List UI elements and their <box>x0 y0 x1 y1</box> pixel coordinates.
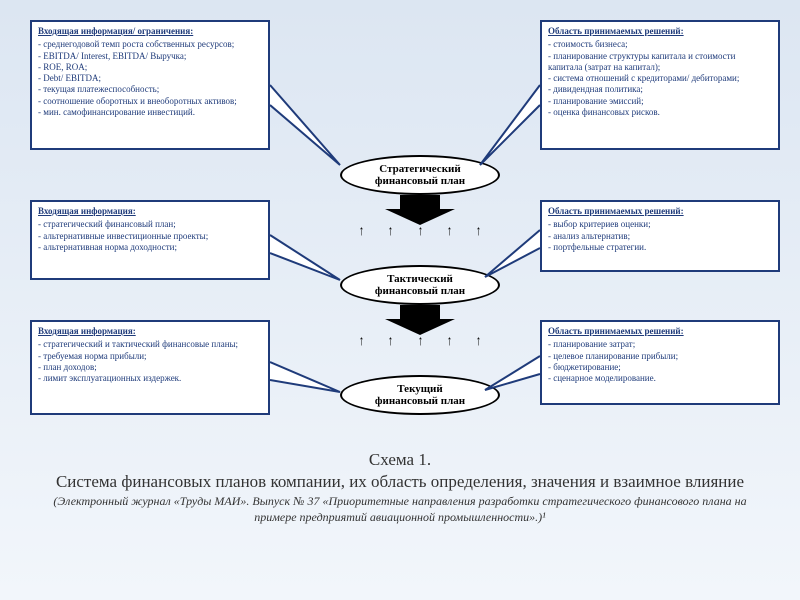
list-item: бюджетирование; <box>548 362 772 373</box>
up-arrows-row: ↑ ↑ ↑ ↑ ↑ <box>340 335 500 349</box>
list-item: стратегический финансовый план; <box>38 219 262 230</box>
list-item: планирование структуры капитала и стоимо… <box>548 51 772 74</box>
list-item: планирование эмиссий; <box>548 96 772 107</box>
ellipse-strategic: Стратегический финансовый план <box>340 155 500 195</box>
list-item: альтернативные инвестиционные проекты; <box>38 231 262 242</box>
list-item: дивидендная политика; <box>548 84 772 95</box>
right-box-2: Область принимаемых решений: выбор крите… <box>540 200 780 272</box>
up-arrow-icon: ↑ <box>446 335 452 349</box>
list-item: ROE, ROA; <box>38 62 262 73</box>
list-item: требуемая норма прибыли; <box>38 351 262 362</box>
right-box-3: Область принимаемых решений: планировани… <box>540 320 780 405</box>
down-arrow-icon <box>340 195 500 225</box>
up-arrow-icon: ↑ <box>476 335 482 349</box>
left-box-2: Входящая информация: стратегический фина… <box>30 200 270 280</box>
left-box-2-title: Входящая информация: <box>38 206 262 217</box>
left-box-3-title: Входящая информация: <box>38 326 262 337</box>
ellipse-label: финансовый план <box>375 285 465 297</box>
list-item: альтернативная норма доходности; <box>38 242 262 253</box>
list-item: стоимость бизнеса; <box>548 39 772 50</box>
list-item: система отношений с кредиторами/ дебитор… <box>548 73 772 84</box>
central-current: Текущий финансовый план <box>340 375 500 415</box>
ellipse-label: Стратегический <box>379 163 460 175</box>
diagram-stage: Входящая информация/ ограничения: средне… <box>0 0 800 600</box>
list-item: Debt/ EBITDA; <box>38 73 262 84</box>
list-item: стратегический и тактический финансовые … <box>38 339 262 350</box>
right-box-1: Область принимаемых решений: стоимость б… <box>540 20 780 150</box>
central-tactical: Тактический финансовый план ↑ ↑ ↑ ↑ ↑ <box>340 265 500 349</box>
list-item: среднегодовой темп роста собственных рес… <box>38 39 262 50</box>
up-arrow-icon: ↑ <box>417 225 423 239</box>
left-box-1: Входящая информация/ ограничения: средне… <box>30 20 270 150</box>
list-item: сценарное моделирование. <box>548 373 772 384</box>
list-item: планирование затрат; <box>548 339 772 350</box>
list-item: выбор критериев оценки; <box>548 219 772 230</box>
central-strategic: Стратегический финансовый план ↑ ↑ ↑ ↑ ↑ <box>340 155 500 239</box>
caption-block: Схема 1. Система финансовых планов компа… <box>40 450 760 525</box>
up-arrow-icon: ↑ <box>476 225 482 239</box>
ellipse-tactical: Тактический финансовый план <box>340 265 500 305</box>
right-box-2-list: выбор критериев оценки; анализ альтернат… <box>548 219 772 253</box>
right-box-1-list: стоимость бизнеса; планирование структур… <box>548 39 772 118</box>
list-item: оценка финансовых рисков. <box>548 107 772 118</box>
down-arrow-icon <box>340 305 500 335</box>
caption-source: (Электронный журнал «Труды МАИ». Выпуск … <box>40 494 760 525</box>
ellipse-label: Тактический <box>387 273 453 285</box>
up-arrow-icon: ↑ <box>417 335 423 349</box>
list-item: анализ альтернатив; <box>548 231 772 242</box>
caption-title: Система финансовых планов компании, их о… <box>40 472 760 492</box>
right-box-3-list: планирование затрат; целевое планировани… <box>548 339 772 384</box>
list-item: план доходов; <box>38 362 262 373</box>
ellipse-label: финансовый план <box>375 175 465 187</box>
list-item: лимит эксплуатационных издержек. <box>38 373 262 384</box>
left-box-2-list: стратегический финансовый план; альтерна… <box>38 219 262 253</box>
up-arrow-icon: ↑ <box>388 335 394 349</box>
caption-number: Схема 1. <box>40 450 760 470</box>
left-box-3-list: стратегический и тактический финансовые … <box>38 339 262 384</box>
right-box-2-title: Область принимаемых решений: <box>548 206 772 217</box>
list-item: целевое планирование прибыли; <box>548 351 772 362</box>
up-arrow-icon: ↑ <box>388 225 394 239</box>
left-box-1-list: среднегодовой темп роста собственных рес… <box>38 39 262 118</box>
list-item: портфельные стратегии. <box>548 242 772 253</box>
up-arrows-row: ↑ ↑ ↑ ↑ ↑ <box>340 225 500 239</box>
ellipse-current: Текущий финансовый план <box>340 375 500 415</box>
up-arrow-icon: ↑ <box>359 225 365 239</box>
ellipse-label: финансовый план <box>375 395 465 407</box>
up-arrow-icon: ↑ <box>446 225 452 239</box>
list-item: текущая платежеспособность; <box>38 84 262 95</box>
left-box-3: Входящая информация: стратегический и та… <box>30 320 270 415</box>
ellipse-label: Текущий <box>397 383 442 395</box>
up-arrow-icon: ↑ <box>359 335 365 349</box>
list-item: мин. самофинансирование инвестиций. <box>38 107 262 118</box>
left-box-1-title: Входящая информация/ ограничения: <box>38 26 262 37</box>
right-box-3-title: Область принимаемых решений: <box>548 326 772 337</box>
list-item: EBITDA/ Interest, EBITDA/ Выручка; <box>38 51 262 62</box>
list-item: соотношение оборотных и внеоборотных акт… <box>38 96 262 107</box>
right-box-1-title: Область принимаемых решений: <box>548 26 772 37</box>
